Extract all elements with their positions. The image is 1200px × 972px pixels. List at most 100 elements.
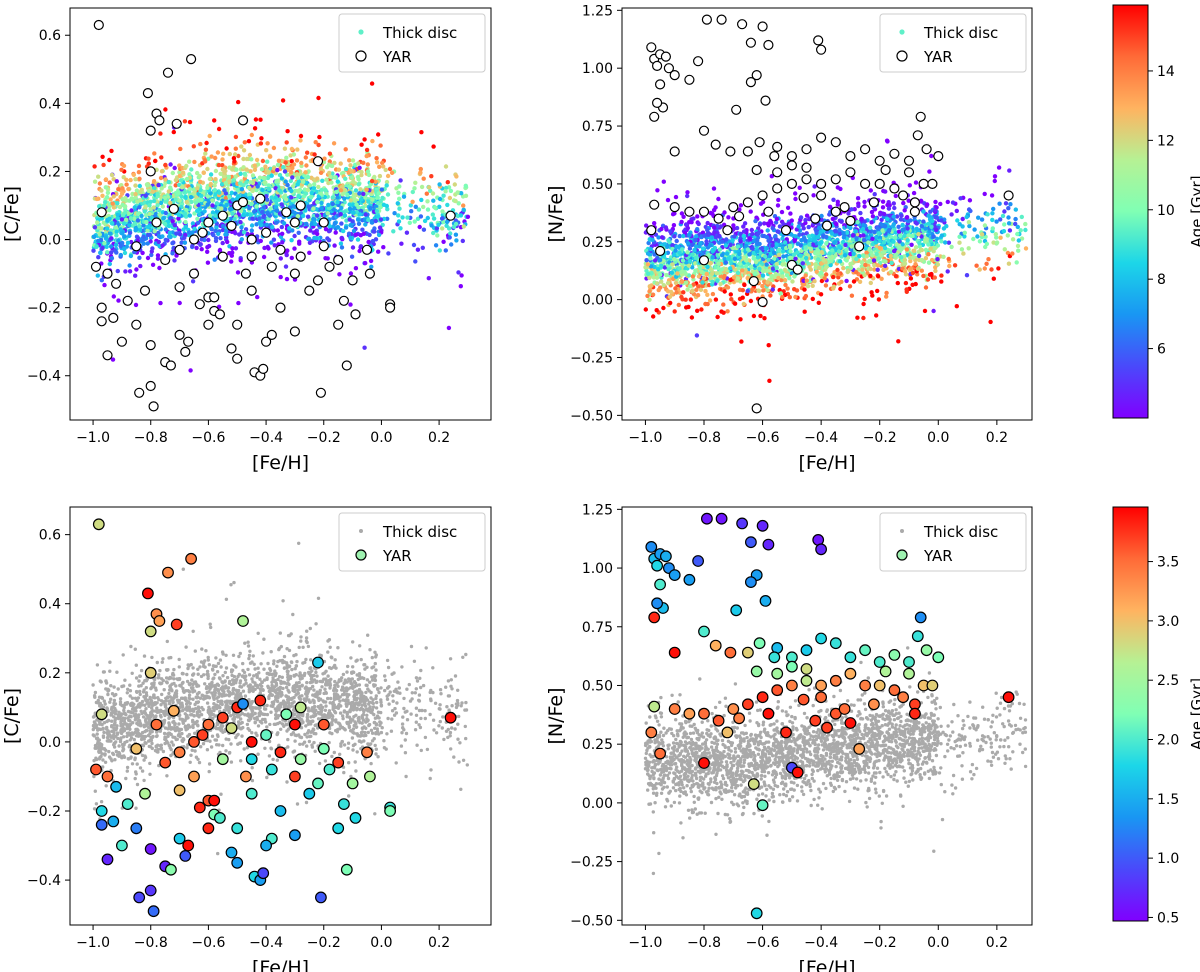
thick-disc-point: [849, 207, 854, 212]
thick-disc-point: [666, 266, 671, 272]
thick-disc-point: [947, 263, 952, 269]
thick-disc-point: [295, 214, 301, 219]
thick-disc-point: [303, 191, 309, 196]
thick-disc-point: [107, 261, 113, 267]
thick-disc-point: [762, 279, 767, 284]
thick-disc-point: [803, 293, 809, 299]
thick-disc-point: [917, 244, 922, 249]
thick-disc-point: [731, 226, 736, 231]
thick-disc-point: [742, 282, 747, 288]
thick-disc-point: [730, 238, 735, 243]
thick-disc-point: [932, 245, 938, 251]
thick-disc-point: [974, 263, 979, 268]
thick-disc-point: [137, 255, 142, 260]
thick-disc-point: [261, 254, 267, 260]
thick-disc-point: [146, 188, 151, 194]
yar-point: [246, 234, 257, 245]
thick-disc-point: [220, 240, 225, 246]
thick-disc-point: [139, 213, 144, 219]
thick-disc-point: [448, 231, 453, 236]
thick-disc-point: [208, 172, 214, 177]
yar-point: [148, 401, 159, 412]
yar-point: [180, 346, 191, 357]
thick-disc-point: [957, 240, 962, 245]
thick-disc-point: [268, 154, 273, 159]
thick-disc-point: [323, 187, 328, 193]
thick-disc-point: [352, 206, 357, 211]
thick-disc-point: [261, 175, 266, 181]
thick-disc-point: [133, 177, 138, 182]
thick-disc-point: [114, 229, 119, 234]
thick-disc-point: [994, 235, 999, 240]
thick-disc-point: [301, 213, 306, 219]
thick-disc-point: [754, 241, 760, 246]
yar-point: [131, 241, 142, 252]
thick-disc-point: [686, 273, 692, 278]
thick-disc-point: [378, 204, 383, 210]
thick-disc-point: [681, 214, 686, 219]
yar-point: [237, 197, 249, 208]
thick-disc-point: [211, 232, 216, 238]
thick-disc-point: [177, 173, 182, 179]
thick-disc-point: [776, 197, 781, 203]
thick-disc-point: [132, 221, 138, 226]
thick-disc-point: [249, 132, 254, 138]
thick-disc-point: [984, 261, 989, 266]
thick-disc-point: [350, 158, 356, 163]
thick-disc-point: [311, 216, 316, 222]
thick-disc-point: [410, 189, 415, 195]
thick-disc-point: [252, 209, 257, 214]
thick-disc-point: [327, 151, 333, 156]
thick-disc-point: [856, 203, 861, 209]
thick-disc-point: [168, 200, 173, 206]
thick-disc-point: [461, 203, 466, 208]
thick-disc-point: [962, 234, 967, 239]
thick-disc-point: [672, 256, 677, 262]
thick-disc-point: [339, 221, 344, 226]
thick-disc-point: [453, 232, 459, 237]
thick-disc-point: [697, 244, 702, 249]
yar-point: [174, 244, 185, 255]
thick-disc-point: [360, 227, 365, 232]
thick-disc-point: [799, 257, 805, 262]
y-tick-label: 0.6: [39, 28, 61, 44]
thick-disc-point: [360, 205, 366, 210]
x-tick-label: −0.2: [307, 430, 341, 446]
thick-disc-point: [307, 250, 312, 255]
thick-disc-point: [430, 191, 436, 196]
thick-disc-point: [652, 221, 657, 226]
thick-disc-point: [239, 225, 244, 230]
thick-disc-point: [203, 147, 209, 152]
thick-disc-point: [991, 206, 996, 212]
thick-disc-point: [766, 223, 771, 228]
yar-point: [174, 282, 185, 293]
thick-disc-point: [748, 209, 753, 214]
thick-disc-point: [780, 274, 785, 279]
thick-disc-point: [767, 378, 772, 383]
thick-disc-point: [363, 212, 368, 217]
yar-point: [226, 343, 237, 354]
thick-disc-point: [217, 247, 223, 253]
thick-disc-point: [725, 309, 730, 314]
yar-point: [289, 268, 300, 279]
thick-disc-point: [218, 171, 223, 176]
thick-disc-point: [231, 156, 237, 161]
thick-disc-point: [766, 238, 771, 243]
thick-disc-point: [349, 175, 355, 180]
thick-disc-point: [384, 183, 389, 188]
thick-disc-point: [182, 240, 188, 245]
legend-thick-disc-marker: [358, 29, 364, 35]
yar-point: [203, 217, 214, 228]
thick-disc-point: [149, 252, 154, 258]
thick-disc-point: [157, 207, 162, 213]
thick-disc-point: [348, 198, 353, 203]
thick-disc-point: [401, 194, 407, 199]
yar-point: [246, 251, 257, 262]
thick-disc-point: [387, 166, 393, 172]
yar-point: [96, 316, 107, 327]
thick-disc-point: [392, 211, 397, 216]
thick-disc-point: [364, 147, 370, 153]
thick-disc-point: [891, 201, 896, 206]
yar-point: [295, 251, 306, 262]
thick-disc-point: [857, 253, 862, 259]
